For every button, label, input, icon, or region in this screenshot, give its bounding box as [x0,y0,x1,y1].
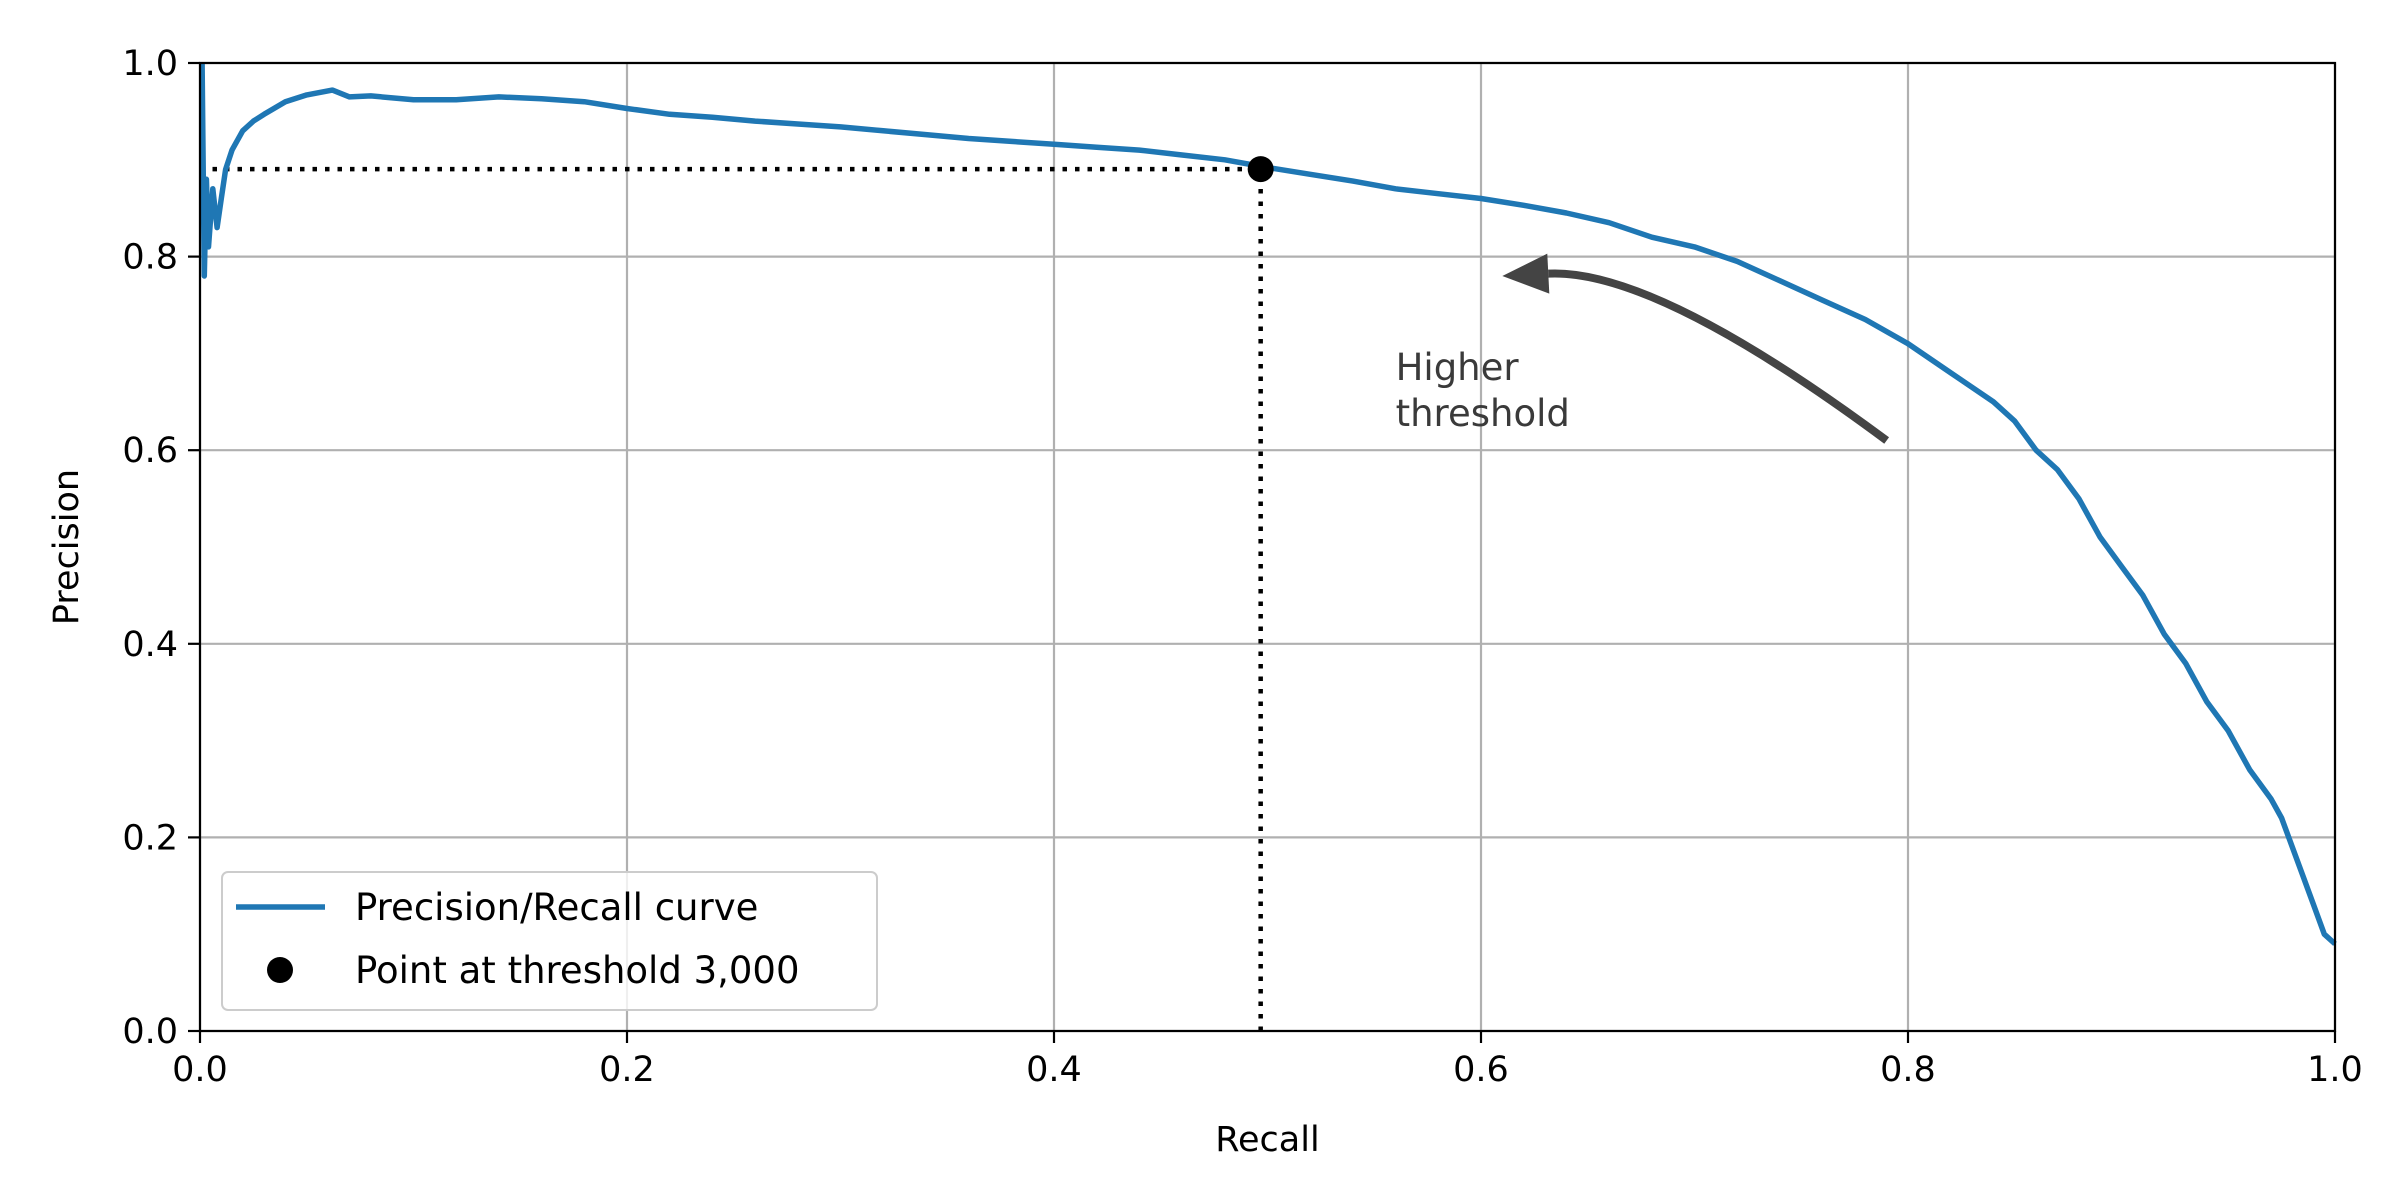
annotation-text-line: Higher [1396,346,1520,389]
ticks: 0.0 0.2 0.4 0.6 0.8 1.0 0.0 0.2 0.4 0.6 0.8 1.0 [122,44,2363,1090]
x-tick-label: 1.0 [2307,1050,2363,1090]
legend-label-point: Point at threshold 3,000 [355,949,800,992]
higher-threshold-arrow-shaft [1548,269,1890,444]
x-tick-label: 0.6 [1453,1050,1509,1090]
y-tick-label: 0.4 [122,625,178,665]
legend: Precision/Recall curve Point at threshol… [221,871,878,1011]
higher-threshold-arrow-head [1502,253,1550,294]
y-axis-label: Precision [47,469,87,625]
legend-box [221,871,878,1011]
x-tick-label: 0.8 [1880,1050,1936,1090]
x-tick-label: 0.4 [1026,1050,1082,1090]
y-tick-label: 0.8 [122,238,178,278]
y-tick-label: 0.6 [122,431,178,471]
x-axis-label: Recall [1215,1120,1319,1160]
y-tick-label: 0.2 [122,818,178,858]
legend-label-curve: Precision/Recall curve [355,886,758,929]
precision-recall-curve [199,62,2337,946]
legend-point-swatch [267,957,293,983]
y-tick-label: 1.0 [122,44,178,84]
y-tick-label: 0.0 [122,1012,178,1052]
series [199,62,2337,946]
threshold-point [1247,156,1274,183]
x-tick-label: 0.2 [599,1050,655,1090]
annotation-text-line: threshold [1396,392,1570,435]
x-tick-label: 0.0 [172,1050,228,1090]
axes-frame [198,61,2337,1033]
